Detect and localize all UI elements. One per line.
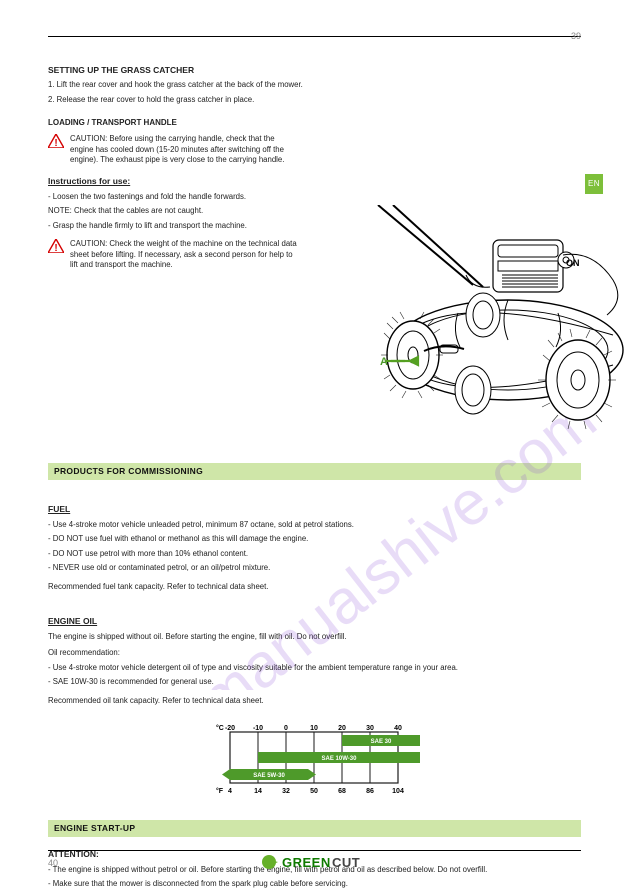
svg-text:40: 40	[394, 725, 402, 732]
page-number-top: 39	[571, 30, 581, 42]
svg-text:14: 14	[254, 788, 262, 795]
svg-text:!: !	[54, 243, 57, 253]
svg-text:86: 86	[366, 788, 374, 795]
instr-line-1: - Loosen the two fastenings and fold the…	[48, 192, 298, 203]
fuel-line-0: - Use 4-stroke motor vehicle unleaded pe…	[48, 520, 581, 531]
mower-label-a: A	[380, 356, 388, 368]
setup-line-2: 2. Release the rear cover to hold the gr…	[48, 95, 581, 106]
fuel-line-2: - DO NOT use petrol with more than 10% e…	[48, 549, 581, 560]
svg-text:ON: ON	[566, 258, 580, 268]
fuel-line-1: - DO NOT use fuel with ethanol or methan…	[48, 534, 581, 545]
bar-products: PRODUCTS FOR COMMISSIONING	[48, 463, 581, 480]
svg-text:SAE 30: SAE 30	[370, 739, 391, 745]
brand-logo: GREEN CUT	[0, 853, 629, 875]
svg-text:SAE 10W-30: SAE 10W-30	[321, 756, 357, 762]
svg-text:0: 0	[284, 725, 288, 732]
svg-text:-20: -20	[224, 725, 234, 732]
transport-title: LOADING / TRANSPORT HANDLE	[48, 118, 298, 129]
svg-text:SAE 5W-30: SAE 5W-30	[253, 773, 285, 779]
svg-text:104: 104	[392, 788, 404, 795]
bottom-rule	[48, 850, 581, 851]
svg-text:10: 10	[310, 725, 318, 732]
logo-text-a: GREEN	[282, 855, 331, 870]
top-rule	[48, 36, 581, 37]
svg-text:°F: °F	[216, 787, 224, 795]
language-tab: EN	[585, 174, 603, 194]
instructions-head: Instructions for use:	[48, 176, 130, 187]
setup-line-1: 1. Lift the rear cover and hook the gras…	[48, 80, 581, 91]
svg-text:°C: °C	[216, 724, 224, 732]
svg-text:!: !	[54, 138, 57, 148]
oil-rec: Oil recommendation:	[48, 648, 581, 659]
oil-rec-0: - Use 4-stroke motor vehicle detergent o…	[48, 663, 581, 674]
warning-icon: !	[48, 239, 64, 257]
svg-text:4: 4	[228, 788, 232, 795]
mower-illustration: ON	[358, 205, 629, 440]
oil-rec-1: - SAE 10W-30 is recommended for general …	[48, 677, 581, 688]
attention-line-1: - Make sure that the mower is disconnect…	[48, 879, 581, 890]
transport-warn-1: CAUTION: Before using the carrying handl…	[70, 134, 298, 166]
fuel-cap: Recommended fuel tank capacity. Refer to…	[48, 582, 581, 593]
svg-text:20: 20	[338, 725, 346, 732]
instr-line-3: - Grasp the handle firmly to lift and tr…	[48, 221, 298, 232]
svg-text:30: 30	[366, 725, 374, 732]
oil-intro: The engine is shipped without oil. Befor…	[48, 632, 581, 643]
svg-text:68: 68	[338, 788, 346, 795]
oil-cap: Recommended oil tank capacity. Refer to …	[48, 696, 581, 707]
oil-head: ENGINE OIL	[48, 616, 97, 627]
setup-title: SETTING UP THE GRASS CATCHER	[48, 65, 581, 76]
warning-icon: !	[48, 134, 64, 152]
transport-warn-2: CAUTION: Check the weight of the machine…	[70, 239, 298, 271]
svg-text:50: 50	[310, 788, 318, 795]
oil-chart: °C-20 -10 0 10 20 30 40 °F 4 14 32 50 68 86 104 SAE 30 S…	[210, 720, 420, 804]
fuel-head: FUEL	[48, 504, 70, 515]
instr-line-2: NOTE: Check that the cables are not caug…	[48, 206, 298, 217]
logo-text-b: CUT	[332, 855, 360, 870]
svg-text:32: 32	[282, 788, 290, 795]
svg-text:-10: -10	[252, 725, 262, 732]
bar-engine-start: ENGINE START-UP	[48, 820, 581, 837]
fuel-line-3: - NEVER use old or contaminated petrol, …	[48, 563, 581, 574]
